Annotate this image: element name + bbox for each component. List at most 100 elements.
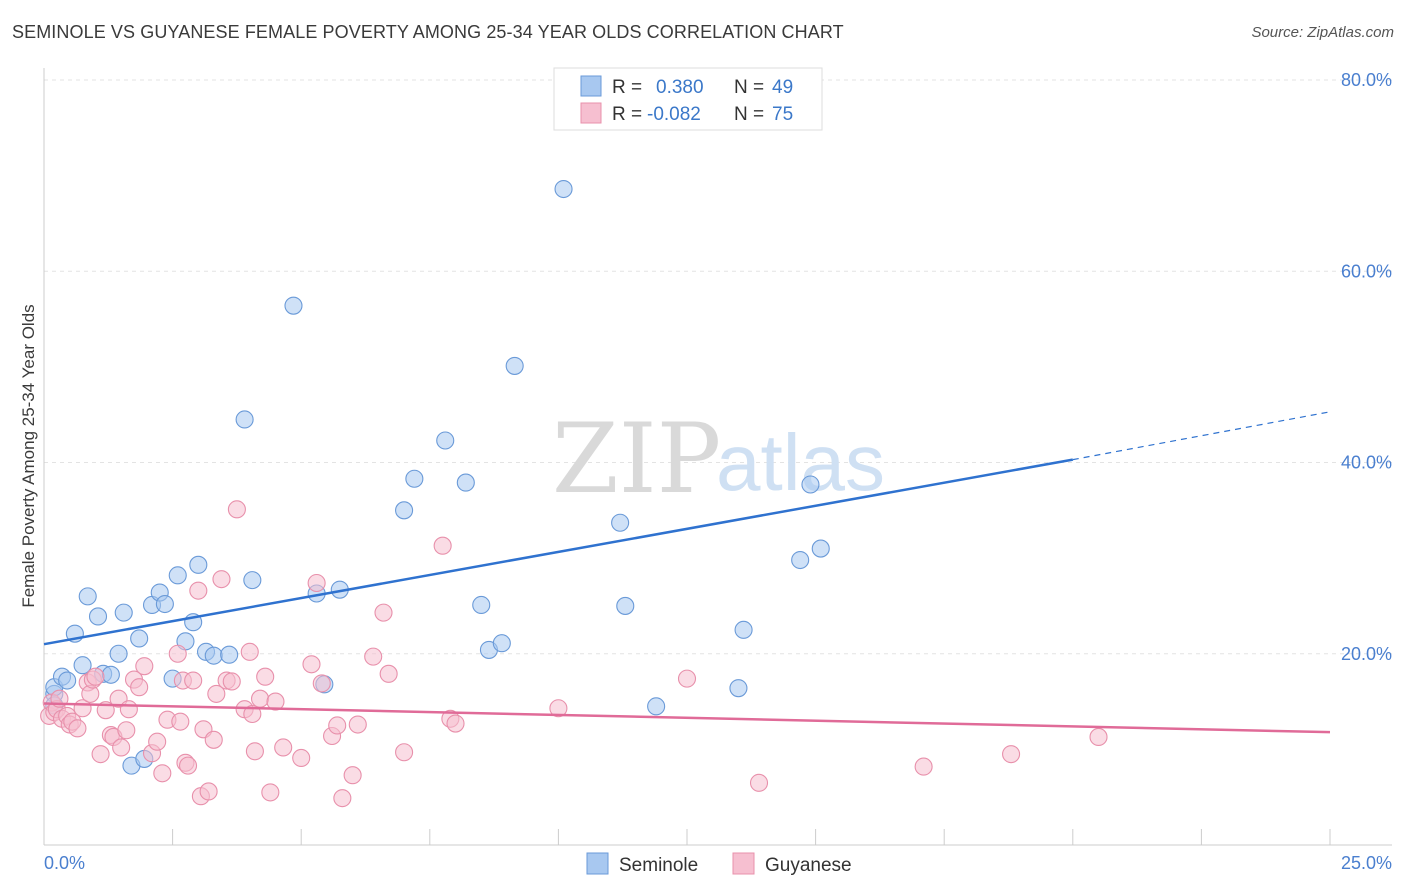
bottom-legend-label-guyanese: Guyanese: [765, 855, 852, 876]
point-guyanese: [243, 704, 262, 724]
point-seminole: [73, 656, 92, 675]
legend-r-label-seminole: R =: [612, 77, 642, 98]
point-guyanese: [135, 657, 154, 676]
point-seminole: [616, 596, 635, 615]
point-seminole: [189, 555, 208, 574]
point-guyanese: [245, 742, 264, 761]
point-guyanese: [171, 712, 190, 731]
point-guyanese: [307, 573, 326, 593]
point-seminole: [114, 603, 133, 622]
trend-line-extension-seminole: [1072, 411, 1331, 461]
legend-n-label-guyanese: N =: [734, 104, 764, 125]
point-guyanese: [130, 678, 149, 697]
trend-line-seminole: [43, 458, 1074, 646]
y-tick-label-40: 40.0%: [1341, 453, 1392, 473]
legend-n-value-guyanese: 75: [772, 104, 793, 125]
point-seminole: [88, 607, 108, 626]
point-seminole: [109, 644, 128, 663]
legend-swatch-guyanese: [580, 102, 602, 124]
legend-r-value-seminole: 0.380: [656, 77, 704, 98]
point-seminole: [155, 594, 174, 614]
point-guyanese: [292, 748, 311, 768]
data-points: [40, 179, 1108, 808]
point-guyanese: [1002, 745, 1021, 764]
point-guyanese: [227, 500, 246, 519]
point-seminole: [204, 646, 223, 665]
point-seminole: [235, 410, 254, 429]
point-guyanese: [274, 738, 293, 757]
point-guyanese: [343, 766, 362, 785]
point-guyanese: [68, 719, 87, 738]
point-guyanese: [153, 764, 172, 783]
point-guyanese: [348, 715, 367, 734]
point-guyanese: [222, 672, 241, 691]
point-guyanese: [117, 721, 136, 740]
series-legend: Seminole Guyanese: [586, 852, 852, 876]
legend-n-label-seminole: N =: [734, 77, 764, 98]
point-seminole: [492, 634, 511, 653]
watermark-atlas: atlas: [716, 418, 885, 507]
point-guyanese: [240, 642, 259, 661]
point-guyanese: [328, 716, 347, 735]
point-seminole: [729, 679, 748, 698]
correlation-legend: R = 0.380 N = 49 R = -0.082 N = 75: [553, 67, 823, 131]
chart-title: SEMINOLE VS GUYANESE FEMALE POVERTY AMON…: [12, 22, 844, 42]
point-seminole: [647, 697, 666, 716]
point-guyanese: [199, 782, 218, 801]
point-seminole: [811, 539, 830, 558]
x-tick-label-max: 25.0%: [1341, 853, 1392, 873]
grid-lines: [44, 79, 1392, 655]
point-guyanese: [395, 743, 414, 762]
watermark: ZIP atlas: [552, 403, 885, 515]
point-guyanese: [749, 773, 769, 792]
point-guyanese: [549, 699, 568, 718]
point-guyanese: [677, 669, 697, 688]
legend-swatch-seminole: [580, 75, 602, 97]
legend-n-value-seminole: 49: [772, 77, 793, 98]
bottom-legend-label-seminole: Seminole: [619, 855, 698, 876]
point-seminole: [284, 296, 303, 315]
point-guyanese: [312, 674, 331, 693]
point-seminole: [395, 501, 414, 520]
point-seminole: [58, 671, 77, 690]
chart-source: Source: ZipAtlas.com: [1251, 24, 1394, 41]
bottom-legend-swatch-guyanese: [732, 852, 755, 875]
point-guyanese: [1089, 727, 1108, 746]
point-guyanese: [364, 647, 383, 666]
point-seminole: [220, 645, 239, 664]
point-guyanese: [914, 757, 933, 776]
point-guyanese: [250, 689, 270, 708]
point-seminole: [436, 431, 455, 450]
y-tick-label-80: 80.0%: [1341, 70, 1392, 90]
point-guyanese: [168, 644, 187, 663]
point-guyanese: [302, 655, 321, 674]
point-guyanese: [86, 667, 105, 686]
legend-r-value-guyanese: -0.082: [647, 104, 701, 125]
point-guyanese: [148, 732, 167, 751]
x-tick-marks: [43, 829, 1331, 845]
point-guyanese: [91, 745, 110, 764]
point-guyanese: [374, 603, 393, 622]
point-seminole: [505, 356, 524, 375]
point-guyanese: [333, 789, 352, 808]
point-guyanese: [178, 756, 198, 775]
point-seminole: [101, 665, 120, 684]
point-guyanese: [207, 684, 226, 703]
point-seminole: [554, 179, 573, 199]
point-guyanese: [184, 671, 203, 690]
point-guyanese: [112, 738, 131, 757]
point-seminole: [405, 469, 424, 488]
x-tick-label-min: 0.0%: [44, 853, 85, 873]
trend-line-guyanese: [43, 702, 1331, 734]
point-seminole: [78, 587, 97, 606]
point-guyanese: [256, 667, 275, 686]
point-guyanese: [266, 692, 285, 711]
y-tick-label-20: 20.0%: [1341, 644, 1392, 664]
point-guyanese: [261, 783, 280, 802]
watermark-zip: ZIP: [552, 403, 721, 515]
point-seminole: [791, 550, 810, 570]
point-seminole: [130, 629, 149, 648]
point-seminole: [456, 473, 475, 492]
bottom-legend-swatch-seminole: [586, 852, 609, 875]
